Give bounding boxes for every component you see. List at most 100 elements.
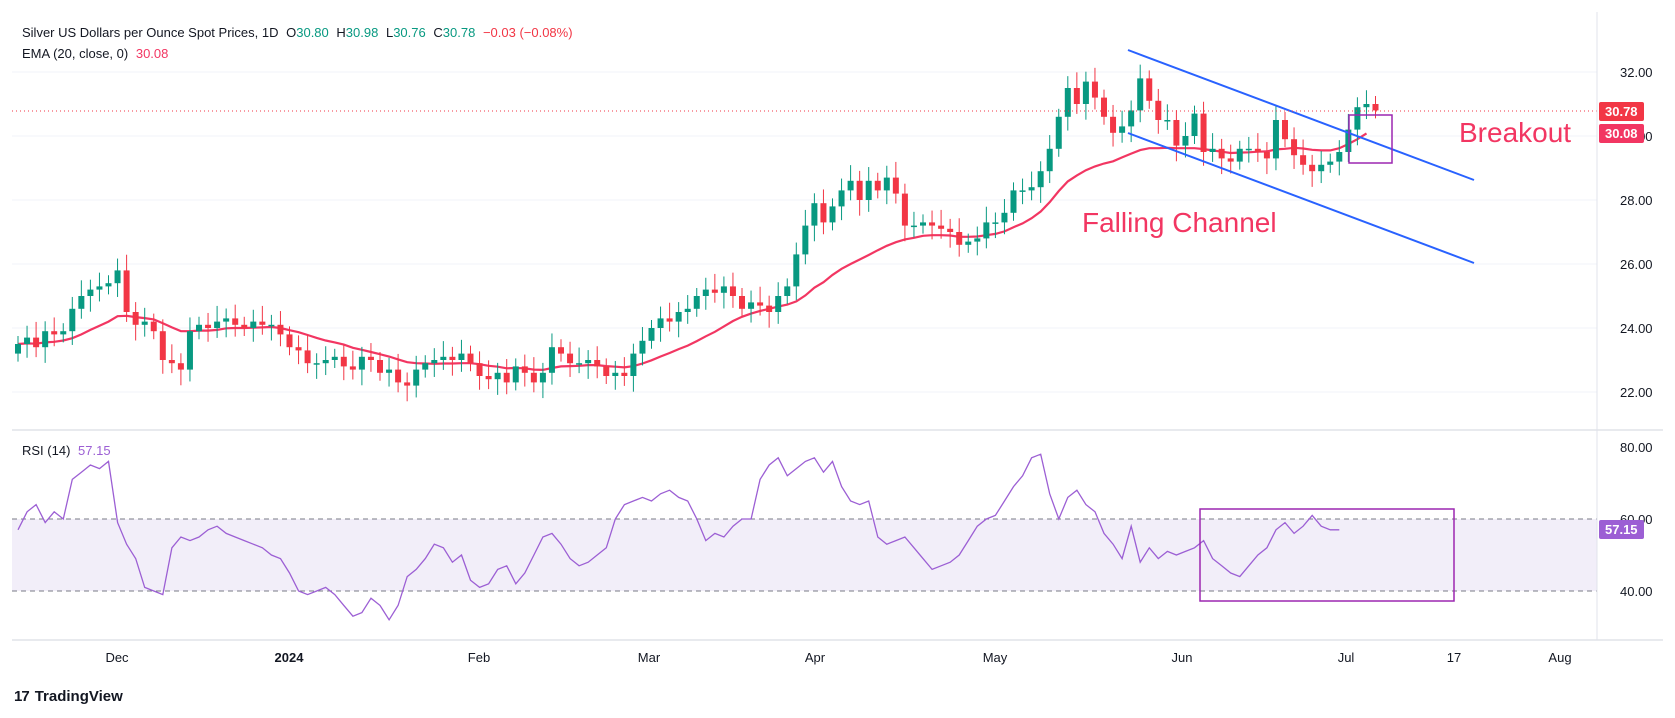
candle-body: [1082, 81, 1089, 104]
candle-body: [1019, 190, 1026, 192]
symbol-title[interactable]: Silver US Dollars per Ounce Spot Prices,…: [22, 25, 279, 40]
rsi-legend[interactable]: RSI (14) 57.15: [22, 443, 115, 458]
candle-body: [639, 340, 646, 354]
candle-body: [992, 222, 999, 224]
candle-body: [1146, 78, 1153, 101]
candle-body: [1291, 139, 1298, 156]
candle-body: [24, 337, 31, 344]
candle-body: [1218, 148, 1225, 159]
rsi-highlight-box: [1199, 508, 1455, 602]
candle-body: [521, 366, 528, 373]
price-tick-label: 28.00: [1620, 193, 1653, 208]
candle-body: [548, 347, 555, 373]
time-tick-label: May: [983, 650, 1008, 665]
candle-body: [295, 347, 302, 351]
candle-body: [186, 331, 193, 370]
candle-body: [15, 344, 21, 354]
candle-body: [476, 363, 483, 376]
time-tick-label: Feb: [468, 650, 490, 665]
rsi-label: RSI (14): [22, 443, 71, 458]
candle-body: [793, 254, 800, 287]
candle-body: [313, 363, 320, 365]
candle-body: [693, 296, 700, 309]
price-tick-label: 32.00: [1620, 65, 1653, 80]
candle-body: [33, 337, 40, 348]
candle-body: [485, 376, 492, 380]
candle-body: [494, 372, 501, 380]
candle-body: [757, 302, 764, 306]
candle-body: [1363, 104, 1370, 108]
candles-layer: [15, 64, 1379, 402]
ema-legend[interactable]: EMA (20, close, 0) 30.08: [22, 46, 172, 61]
candle-body: [1272, 120, 1279, 159]
candle-body: [449, 356, 456, 360]
candle-body: [1236, 148, 1243, 162]
candle-body: [123, 270, 130, 312]
candle-body: [748, 302, 755, 309]
candle-body: [929, 222, 936, 226]
tradingview-watermark[interactable]: 17 TradingView: [14, 688, 123, 705]
candle-body: [530, 372, 537, 383]
rsi-value: 57.15: [78, 443, 111, 458]
price-tick-label: 22.00: [1620, 385, 1653, 400]
price-tick-label: 24.00: [1620, 321, 1653, 336]
ema-line: [17, 132, 1368, 372]
rsi-tick-label: 80.00: [1620, 440, 1653, 455]
low-label: L: [385, 25, 394, 40]
last-price-badge: 30.78: [1599, 102, 1644, 121]
candle-body: [150, 321, 157, 332]
candle-body: [648, 328, 655, 341]
candle-body: [739, 296, 745, 309]
candle-body: [558, 347, 564, 354]
candle-body: [729, 286, 736, 296]
candle-body: [141, 321, 148, 325]
candle-body: [286, 334, 293, 348]
candle-body: [838, 190, 845, 207]
candle-body: [96, 286, 103, 290]
breakout-box: [1348, 114, 1393, 164]
candle-body: [1354, 107, 1361, 130]
candle-body: [268, 324, 275, 327]
candle-body: [657, 318, 664, 328]
channel-annotation: Falling Channel: [1082, 207, 1277, 238]
candle-body: [920, 222, 926, 226]
candle-body: [1128, 110, 1135, 127]
time-tick-label: Aug: [1548, 650, 1571, 665]
channel-upper-line: [1127, 49, 1475, 181]
candle-body: [675, 312, 682, 322]
candle-body: [386, 369, 393, 373]
candle-body: [1173, 120, 1180, 146]
candle-body: [829, 206, 836, 223]
price-tick-label: 26.00: [1620, 257, 1653, 272]
candle-body: [1327, 161, 1334, 165]
candle-body: [1209, 148, 1216, 152]
candle-body: [1164, 120, 1171, 122]
candle-body: [1300, 155, 1307, 165]
candle-body: [567, 353, 574, 364]
candle-body: [404, 382, 411, 386]
candle-body: [883, 177, 890, 191]
open-label: O: [286, 25, 297, 40]
candle-body: [132, 312, 139, 325]
candle-body: [711, 289, 718, 293]
candle-body: [1137, 78, 1144, 111]
candle-body: [702, 289, 709, 296]
candle-body: [865, 180, 872, 200]
low-value: 30.76: [393, 25, 426, 40]
candle-body: [1046, 148, 1053, 172]
candle-body: [1028, 187, 1035, 191]
time-axis-ticks: Dec 2024 Feb Mar Apr May Jun Jul 17 Aug: [105, 650, 1571, 665]
falling-channel: [1127, 49, 1475, 264]
candle-body: [666, 318, 673, 322]
candle-body: [105, 283, 112, 287]
candle-body: [51, 331, 58, 335]
candle-body: [1254, 148, 1261, 152]
high-value: 30.98: [345, 25, 379, 40]
candle-body: [1037, 171, 1044, 188]
candle-body: [856, 180, 863, 200]
price-pane: Falling Channel Breakout 32.0030.0028.00…: [12, 49, 1653, 402]
candle-body: [1282, 120, 1288, 140]
candle-body: [1263, 152, 1270, 159]
candle-body: [277, 324, 284, 335]
